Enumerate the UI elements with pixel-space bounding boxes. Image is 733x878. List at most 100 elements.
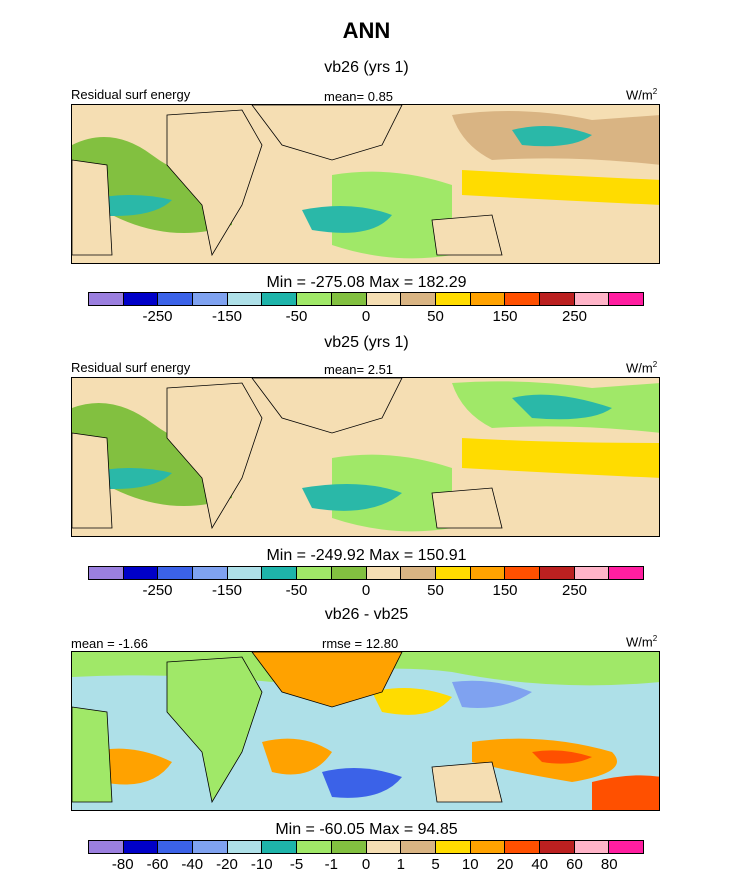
colorbar-swatch <box>262 841 298 853</box>
colorbar-tick-label: 60 <box>566 856 583 873</box>
colorbar-tick-label: -250 <box>142 582 173 599</box>
colorbar-swatch <box>401 293 436 305</box>
panel-3-colorbar-ticks: -80 -60 -40 -20 -10 -5 -1 0 1 5 10 20 40 60 80 <box>88 856 644 876</box>
colorbar-swatch <box>470 841 506 853</box>
figure-title: ANN <box>342 18 391 43</box>
colorbar-tick-label: -50 <box>285 582 308 599</box>
panel-1-pacific-low-region <box>512 126 592 147</box>
colorbar-swatch <box>539 841 575 853</box>
panel-3-title: vb26 - vb25 <box>324 606 409 623</box>
panel-3-indian-cool-region <box>322 768 402 798</box>
panel-1-asia-land <box>251 105 403 161</box>
panel-1-indian-low-region <box>302 206 392 233</box>
colorbar-swatch <box>158 293 194 305</box>
colorbar-swatch <box>505 567 540 579</box>
colorbar-swatch <box>470 567 506 579</box>
panel-3-australia-land <box>431 761 503 803</box>
colorbar-swatch <box>574 293 610 305</box>
panel-1-mean-label: mean= 0.85 <box>324 89 394 104</box>
colorbar-swatch <box>227 841 263 853</box>
colorbar-tick-label: -5 <box>289 856 304 873</box>
panel-3-south-america-land <box>72 706 113 803</box>
colorbar-swatch <box>366 841 402 853</box>
colorbar-swatch <box>158 841 194 853</box>
colorbar-tick-label: -50 <box>285 308 308 325</box>
colorbar-swatch <box>539 293 575 305</box>
colorbar-tick-label: -150 <box>211 308 243 325</box>
colorbar-tick-label: -10 <box>250 856 273 873</box>
colorbar-swatch <box>193 841 228 853</box>
colorbar-swatch <box>539 567 575 579</box>
panel-3-africa-land <box>166 656 263 804</box>
colorbar-swatch <box>505 293 540 305</box>
colorbar-swatch <box>158 567 194 579</box>
panel-3-maritime-warm-region <box>372 688 452 715</box>
colorbar-swatch <box>574 841 610 853</box>
colorbar-swatch <box>89 567 124 579</box>
panel-1-africa-land <box>166 109 263 257</box>
colorbar-swatch <box>227 567 263 579</box>
panel-3-rmse-label: rmse = 12.80 <box>322 636 399 651</box>
panel-3-minmax: Min = -60.05 Max = 94.85 <box>275 821 458 838</box>
colorbar-tick-label: 0 <box>361 582 371 599</box>
colorbar-tick-label: -150 <box>211 582 243 599</box>
panel-2-asia-land <box>251 378 403 434</box>
panel-3-asia-land <box>251 652 403 708</box>
panel-1-map <box>71 104 660 264</box>
colorbar-swatch <box>401 841 436 853</box>
colorbar-tick-label: 5 <box>431 856 440 873</box>
colorbar-tick-label: -20 <box>216 856 238 873</box>
panel-3-colorbar <box>88 840 644 854</box>
panel-2-map <box>71 377 660 537</box>
colorbar-swatch <box>331 567 367 579</box>
colorbar-tick-label: 150 <box>492 308 518 325</box>
panel-2-equatorial-warm-band <box>462 438 659 478</box>
colorbar-swatch <box>193 293 228 305</box>
panel-2-africa-land <box>166 382 263 530</box>
colorbar-tick-label: 0 <box>361 308 371 325</box>
panel-1-variable-label: Residual surf energy <box>71 87 191 102</box>
colorbar-tick-label: 1 <box>396 856 405 873</box>
panel-3-map <box>71 651 660 811</box>
colorbar-swatch <box>435 293 471 305</box>
panel-1-equatorial-warm-band <box>462 170 659 205</box>
panel-2-variable-label: Residual surf energy <box>71 360 191 375</box>
panel-2-colorbar-ticks: -250 -150 -50 0 50 150 250 <box>88 582 644 602</box>
panel-3-atlantic-warm-region <box>92 748 172 785</box>
colorbar-swatch <box>505 841 540 853</box>
panel-1-units: W/m2 <box>626 87 658 103</box>
colorbar-tick-label: 50 <box>427 308 444 325</box>
colorbar-swatch <box>262 567 298 579</box>
colorbar-swatch <box>470 293 506 305</box>
panel-3-south-pacific-hot-region <box>592 775 659 810</box>
colorbar-swatch <box>609 293 643 305</box>
panel-2-australia-land <box>431 487 503 529</box>
colorbar-swatch <box>435 841 471 853</box>
panel-1-title: vb26 (yrs 1) <box>324 59 409 76</box>
colorbar-swatch <box>193 567 228 579</box>
panel-3-units: W/m2 <box>626 634 658 650</box>
colorbar-swatch <box>574 567 610 579</box>
panel-2-south-america-land <box>72 432 113 529</box>
colorbar-swatch <box>262 293 298 305</box>
colorbar-tick-label: -250 <box>142 308 173 325</box>
colorbar-tick-label: -1 <box>324 856 338 873</box>
panel-3-indian-warm-region <box>262 738 332 775</box>
colorbar-swatch <box>609 841 643 853</box>
colorbar-tick-label: 250 <box>561 582 588 599</box>
colorbar-tick-label: 250 <box>561 308 588 325</box>
panel-1-australia-land <box>431 214 503 256</box>
colorbar-tick-label: -60 <box>146 856 169 873</box>
colorbar-tick-label: 10 <box>461 856 479 873</box>
colorbar-tick-label: 50 <box>427 582 444 599</box>
colorbar-tick-label: 0 <box>361 856 371 873</box>
colorbar-tick-label: -40 <box>181 856 204 873</box>
colorbar-swatch <box>366 567 402 579</box>
colorbar-swatch <box>297 567 332 579</box>
panel-2-indian-low-region <box>302 484 402 511</box>
panel-1-colorbar-ticks: -250 -150 -50 0 50 150 250 <box>88 308 644 328</box>
panel-2-colorbar <box>88 566 644 580</box>
colorbar-swatch <box>123 841 159 853</box>
colorbar-swatch <box>435 567 471 579</box>
panel-3-mean-label: mean = -1.66 <box>71 636 148 651</box>
